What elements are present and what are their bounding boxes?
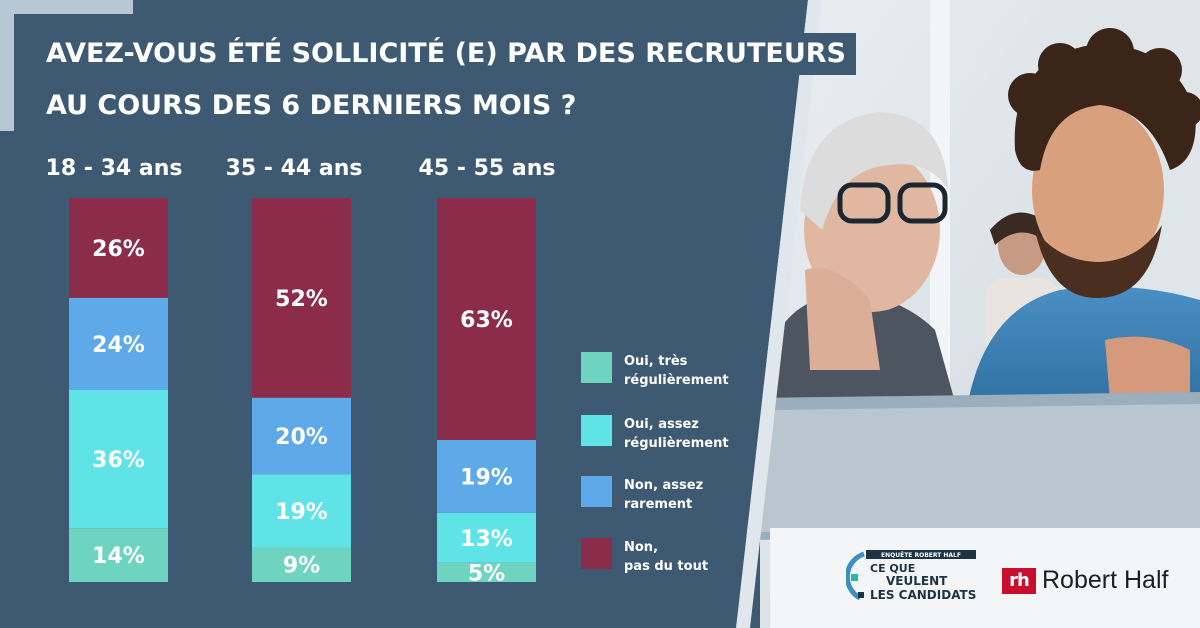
bar-segment <box>437 439 536 513</box>
legend-swatch <box>581 476 612 507</box>
data-label: 9% <box>283 554 320 579</box>
bar-segment <box>252 397 351 475</box>
bar-segment <box>437 198 536 440</box>
robert-half-logo: rh Robert Half <box>1002 566 1168 595</box>
ce-que-veulent-les-candidats-logo: ENQUÊTE ROBERT HALF CE QUE VEULENT LES C… <box>844 548 986 610</box>
data-label: 20% <box>275 425 328 450</box>
svg-text:LES CANDIDATS: LES CANDIDATS <box>870 588 976 602</box>
legend-label: Non, pas du tout <box>624 540 709 574</box>
data-label: 26% <box>92 237 145 262</box>
data-label: 13% <box>460 527 513 552</box>
robert-half-wordmark: Robert Half <box>1042 566 1169 594</box>
category-label-35-44: 35 - 44 ans <box>225 156 363 181</box>
title-line-2: AU COURS DES 6 DERNIERS MOIS ? <box>36 85 587 127</box>
bar-segment <box>252 474 351 548</box>
legend-label: Oui, assez régulièrement <box>624 417 729 451</box>
data-label: 63% <box>460 308 513 333</box>
bar-segment <box>437 562 536 582</box>
bar-segment <box>252 198 351 398</box>
legend-swatch <box>581 538 612 569</box>
svg-text:ENQUÊTE ROBERT HALF: ENQUÊTE ROBERT HALF <box>881 551 961 559</box>
data-label: 19% <box>275 500 328 525</box>
data-label: 36% <box>92 448 145 473</box>
legend-label: Non, assez rarement <box>624 478 704 512</box>
category-label-45-55: 45 - 55 ans <box>418 156 556 181</box>
svg-text:VEULENT: VEULENT <box>886 574 948 588</box>
title-line-1: AVEZ-VOUS ÉTÉ SOLLICITÉ (E) PAR DES RECR… <box>36 33 856 75</box>
legend-swatch <box>581 352 612 383</box>
svg-text:CE QUE: CE QUE <box>870 562 915 575</box>
bar-segment <box>437 512 536 563</box>
legend-swatch <box>581 415 612 446</box>
data-label: 19% <box>460 465 513 490</box>
category-label-18-34: 18 - 34 ans <box>45 156 183 181</box>
bar-segment <box>69 528 168 582</box>
legend-label: Oui, très régulièrement <box>624 354 729 388</box>
robert-half-mark: rh <box>1002 567 1036 594</box>
data-label: 14% <box>92 544 145 569</box>
data-label: 24% <box>92 333 145 358</box>
data-label: 5% <box>468 561 505 586</box>
bar-segment <box>252 547 351 582</box>
bar-segment <box>69 390 168 529</box>
data-label: 52% <box>275 287 328 312</box>
bar-segment <box>69 198 168 298</box>
bar-segment <box>69 297 168 390</box>
